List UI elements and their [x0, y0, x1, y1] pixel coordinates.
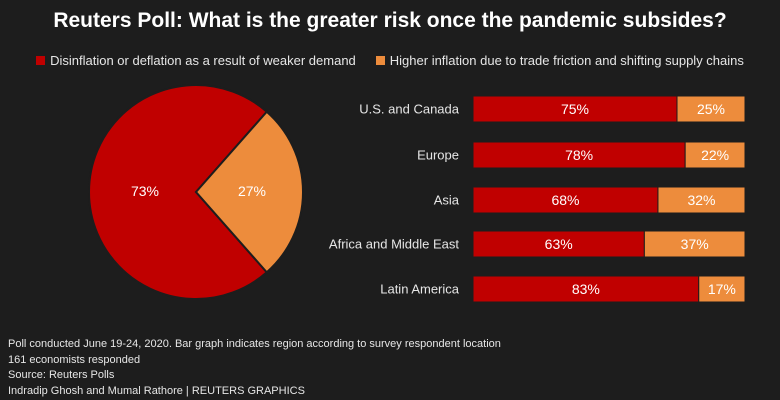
bar-segment-2-1: [657, 186, 746, 214]
bar-segment-1-1: [684, 141, 746, 169]
chart-title: Reuters Poll: What is the greater risk o…: [53, 9, 727, 32]
bar-category-label-3: Africa and Middle East: [329, 237, 459, 252]
bar-category-label-1: Europe: [417, 148, 459, 163]
bar-segment-2-0: [472, 186, 659, 214]
bar-segment-4-1: [698, 275, 746, 303]
footnotes: Poll conducted June 19-24, 2020. Bar gra…: [8, 337, 501, 399]
pie-slice-1: [194, 110, 304, 274]
legend-swatch-inflation: [375, 56, 385, 65]
bar-value-label-4-0: 83%: [572, 281, 600, 297]
legend-item-deflation: Disinflation or deflation as a result of…: [36, 53, 356, 68]
bar-value-label-0-0: 75%: [561, 101, 589, 117]
legend-swatch-deflation: [36, 56, 46, 65]
bar-value-label-1-0: 78%: [565, 147, 593, 163]
bar-segment-3-0: [472, 230, 645, 258]
bar-segment-0-0: [472, 95, 678, 123]
bar-value-label-0-1: 25%: [697, 101, 725, 117]
footnote-poll-info: Poll conducted June 19-24, 2020. Bar gra…: [8, 338, 501, 350]
legend: Disinflation or deflation as a result of…: [0, 53, 780, 68]
bar-segment-3-1: [643, 230, 746, 258]
bar-segment-0-1: [676, 95, 746, 123]
bar-value-label-2-0: 68%: [551, 192, 579, 208]
bar-value-label-4-1: 17%: [708, 281, 736, 297]
bar-category-label-0: U.S. and Canada: [359, 102, 460, 117]
bar-value-label-3-0: 63%: [545, 236, 573, 252]
bar-segment-4-0: [472, 275, 700, 303]
pie-slice-0: [88, 84, 269, 300]
bar-category-label-4: Latin America: [380, 282, 460, 297]
pie-label-1: 27%: [238, 183, 266, 199]
bar-value-label-3-1: 37%: [681, 236, 709, 252]
footnote-credits: Indradip Ghosh and Mumal Rathore | REUTE…: [8, 384, 305, 397]
footnote-source: Source: Reuters Polls: [8, 369, 115, 381]
bar-value-label-2-1: 32%: [687, 192, 715, 208]
footnote-respondents: 161 economists responded: [8, 353, 141, 366]
legend-label-inflation: Higher inflation due to trade friction a…: [389, 53, 744, 68]
legend-item-inflation: Higher inflation due to trade friction a…: [375, 53, 744, 68]
pie-label-0: 73%: [131, 183, 159, 199]
bar-value-label-1-1: 22%: [701, 147, 729, 163]
bar-category-label-2: Asia: [434, 193, 460, 208]
legend-label-deflation: Disinflation or deflation as a result of…: [50, 53, 356, 68]
